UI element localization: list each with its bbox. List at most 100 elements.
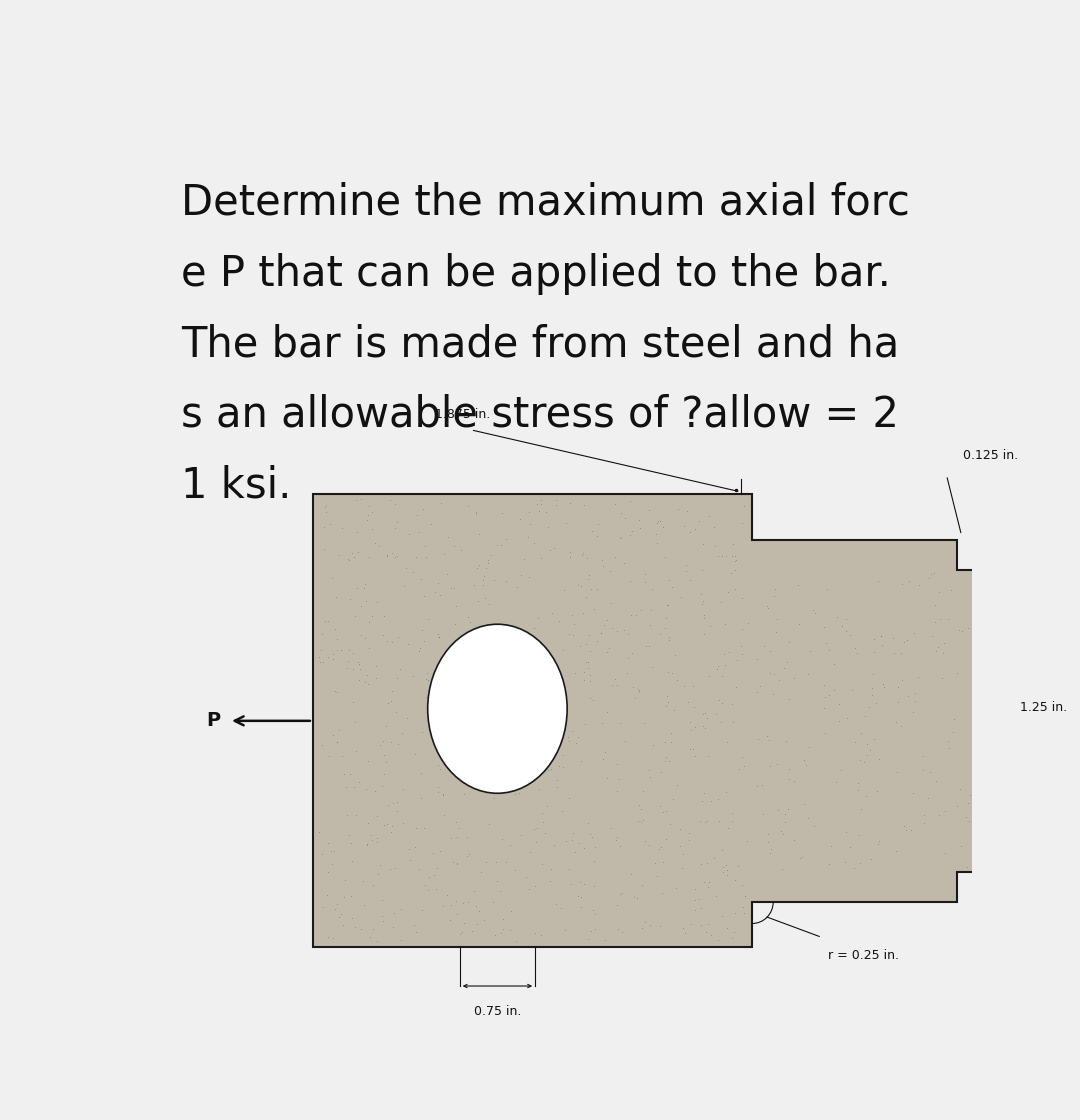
Text: P: P <box>1079 711 1080 730</box>
Point <box>718 920 735 937</box>
Point <box>489 768 507 786</box>
Point <box>438 886 456 904</box>
Point <box>482 755 499 773</box>
Point <box>528 820 545 838</box>
Point <box>367 669 384 687</box>
Point <box>548 492 565 510</box>
Point <box>610 771 627 788</box>
Point <box>488 872 505 890</box>
Point <box>769 755 786 773</box>
Point <box>336 765 353 783</box>
Point <box>355 579 373 597</box>
Point <box>557 514 575 532</box>
Point <box>559 731 577 749</box>
Point <box>480 554 497 572</box>
Point <box>729 857 746 875</box>
Point <box>893 671 910 689</box>
Text: 1.25 in.: 1.25 in. <box>1021 701 1067 715</box>
Point <box>583 922 600 940</box>
Point <box>389 513 406 531</box>
Point <box>449 737 467 755</box>
Point <box>900 572 917 590</box>
Point <box>337 777 354 795</box>
Point <box>748 682 766 700</box>
Point <box>700 668 717 685</box>
Point <box>590 515 607 533</box>
Point <box>657 753 674 771</box>
Point <box>485 894 502 912</box>
Point <box>387 519 404 536</box>
Point <box>651 625 669 643</box>
Point <box>819 580 836 598</box>
Point <box>475 571 492 589</box>
Point <box>851 853 868 871</box>
Point <box>869 834 887 852</box>
Point <box>850 825 867 843</box>
Point <box>692 916 710 934</box>
Point <box>734 898 752 916</box>
Point <box>320 864 337 881</box>
Point <box>755 637 772 655</box>
Point <box>374 777 391 795</box>
Point <box>559 625 577 643</box>
Point <box>855 753 873 771</box>
Point <box>869 572 887 590</box>
Point <box>410 860 428 878</box>
Point <box>821 685 838 703</box>
Point <box>499 757 516 775</box>
Point <box>683 915 700 933</box>
Point <box>899 632 916 650</box>
Point <box>384 904 402 922</box>
Point <box>958 809 975 827</box>
Point <box>914 747 931 765</box>
Point <box>598 643 616 661</box>
Point <box>699 878 716 896</box>
Point <box>625 888 643 906</box>
Point <box>920 569 937 587</box>
Point <box>498 571 515 589</box>
Point <box>640 836 658 853</box>
Point <box>834 617 851 635</box>
Point <box>747 650 765 668</box>
Point <box>424 844 442 862</box>
Point <box>792 849 809 867</box>
Point <box>448 855 465 872</box>
Text: 1.875 in.: 1.875 in. <box>434 408 490 421</box>
Point <box>931 582 948 600</box>
Point <box>345 548 362 566</box>
Point <box>313 844 330 862</box>
Point <box>543 690 561 708</box>
Point <box>330 721 348 739</box>
Point <box>699 812 716 830</box>
Point <box>659 688 676 706</box>
Point <box>748 777 766 795</box>
Point <box>733 589 751 607</box>
Point <box>616 620 633 638</box>
Point <box>420 671 437 689</box>
Point <box>376 746 393 764</box>
Point <box>463 750 481 768</box>
Point <box>462 613 480 631</box>
Point <box>368 592 386 610</box>
Point <box>392 899 409 917</box>
Point <box>920 790 937 808</box>
Point <box>725 535 742 553</box>
Point <box>324 645 341 663</box>
Point <box>604 676 621 694</box>
Point <box>492 535 510 553</box>
Point <box>780 690 797 708</box>
Point <box>382 823 400 841</box>
Point <box>530 503 548 521</box>
Point <box>856 707 874 725</box>
Point <box>608 622 625 640</box>
Point <box>563 831 580 849</box>
Point <box>653 884 671 902</box>
Point <box>643 600 660 618</box>
Point <box>508 932 525 950</box>
Point <box>512 510 529 528</box>
Point <box>443 896 460 914</box>
Point <box>411 638 429 656</box>
Point <box>430 778 447 796</box>
Point <box>801 642 819 660</box>
Point <box>657 548 674 566</box>
